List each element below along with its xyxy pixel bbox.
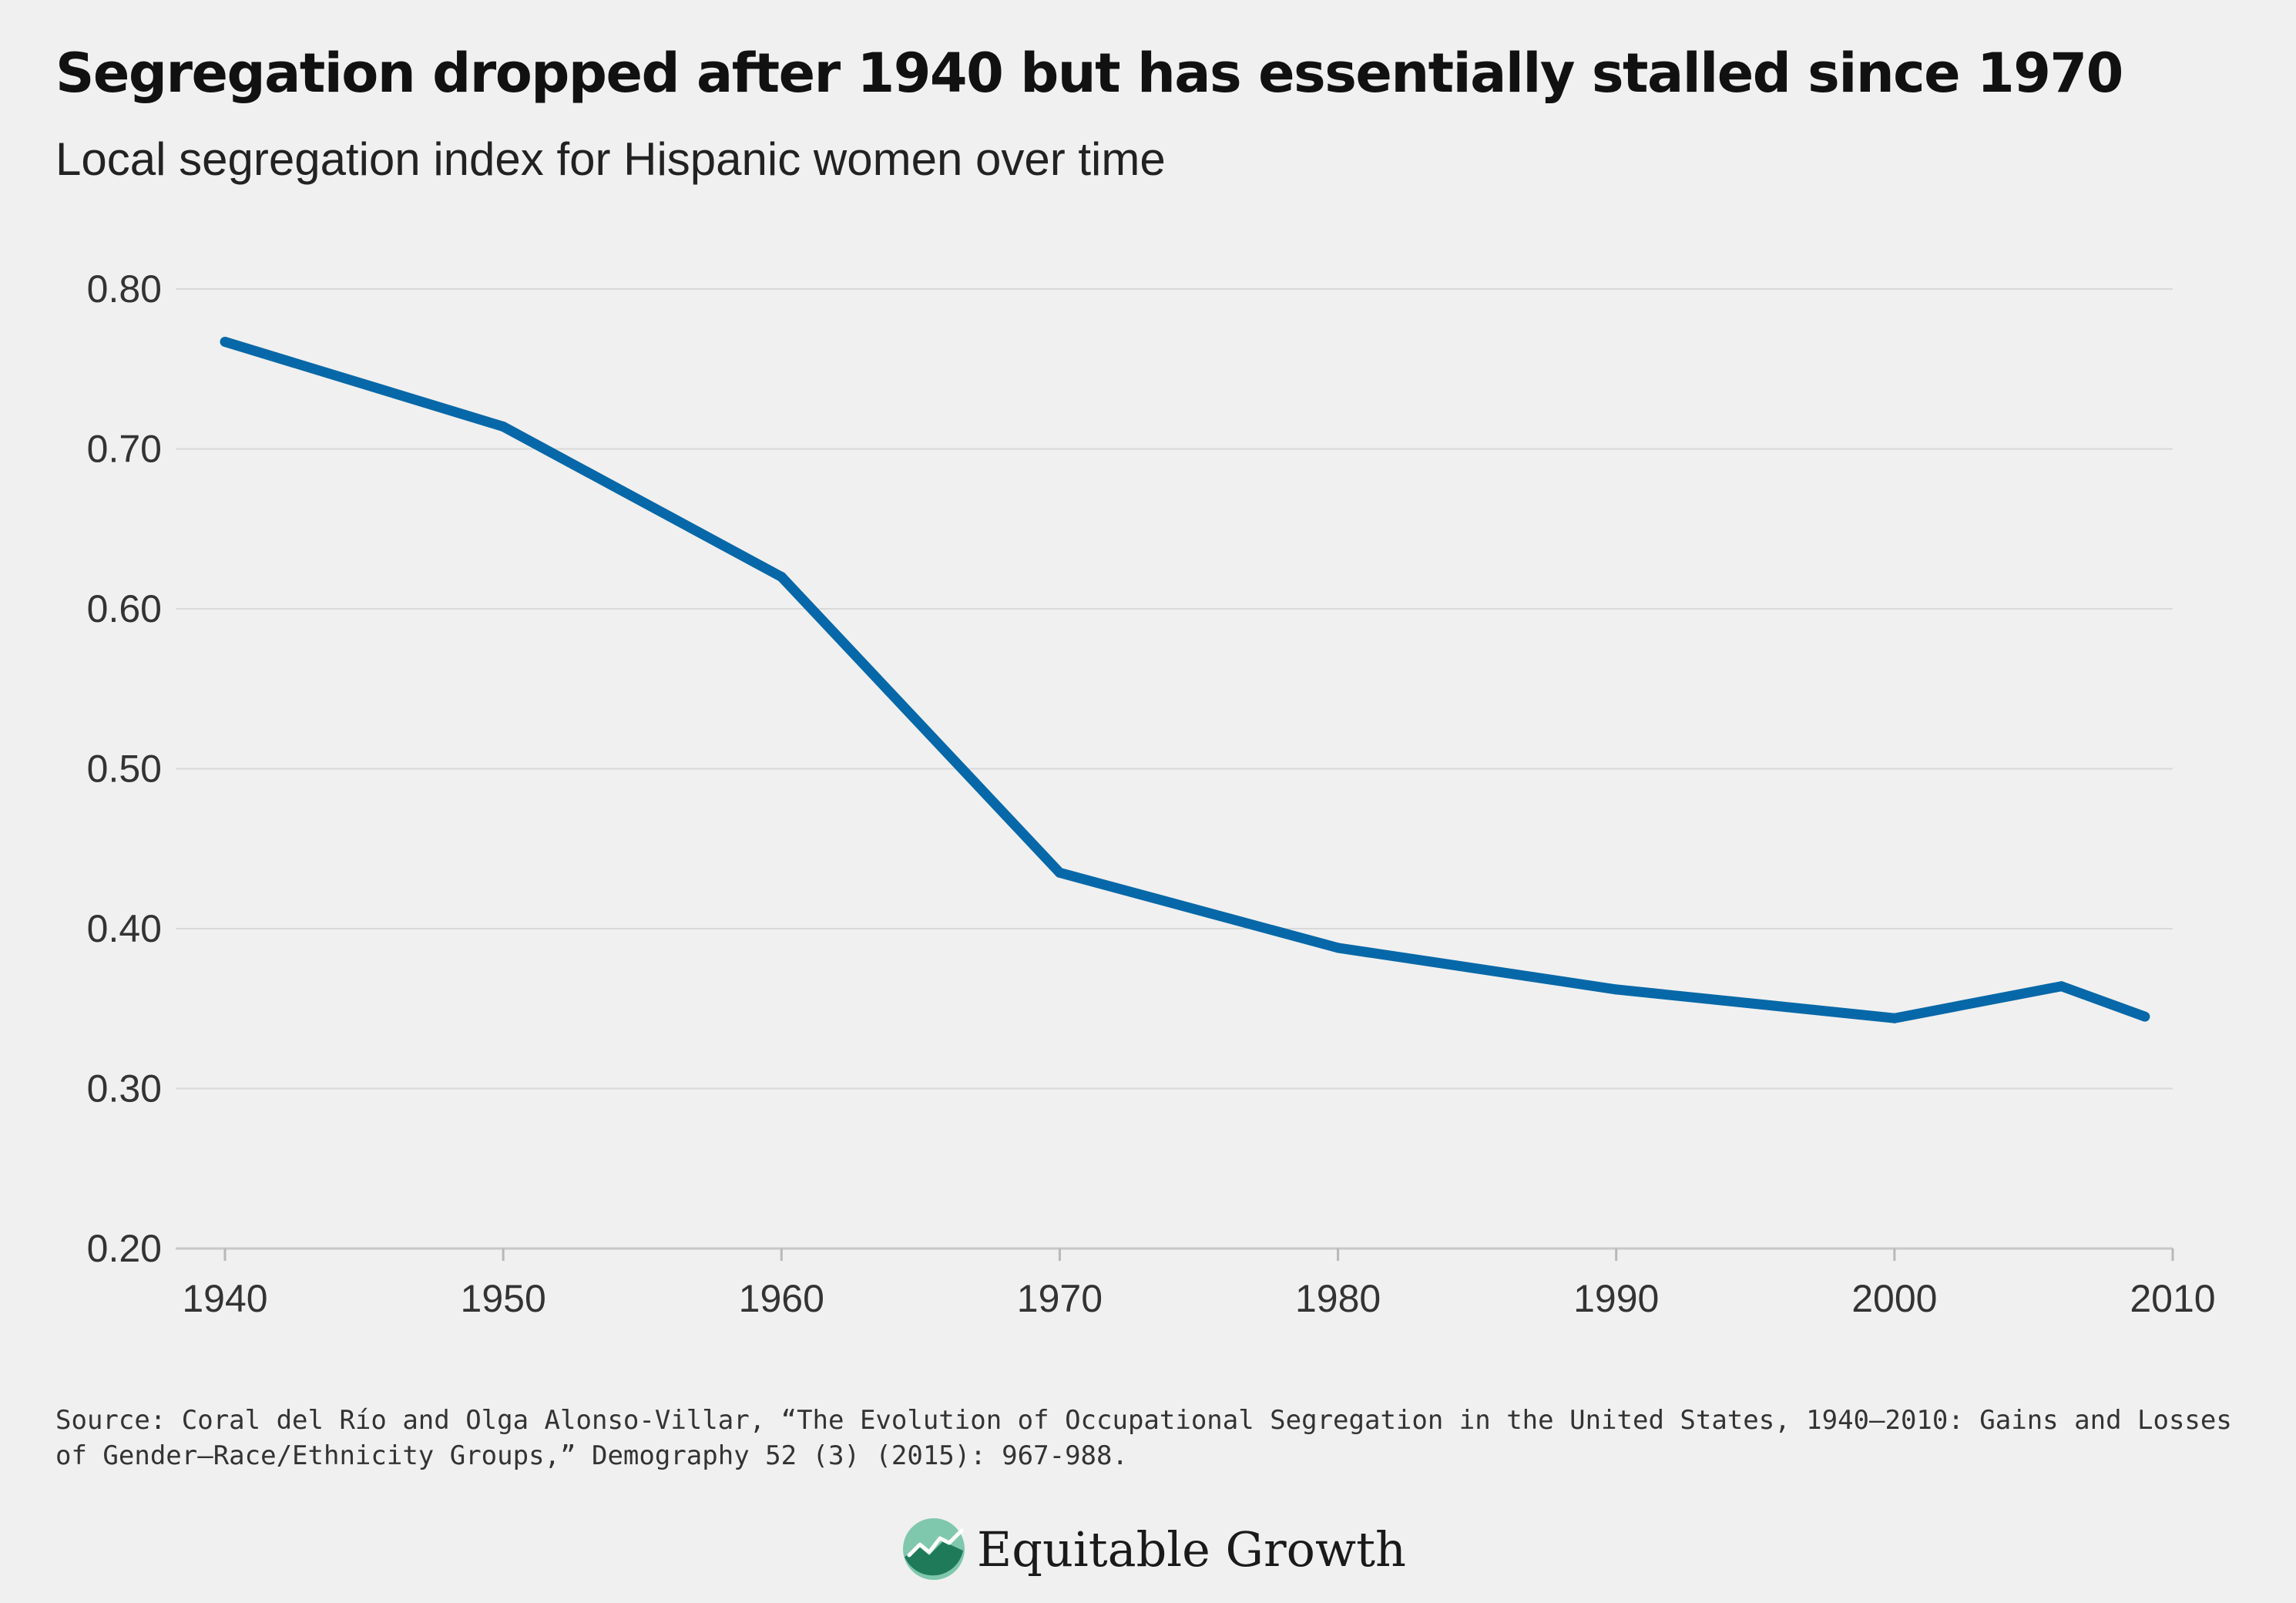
line-chart: 0.20 0.30 0.40 0.50 0.60 0.70 0.80 1940 1950 196…: [87, 267, 2216, 1320]
chart-title: Segregation dropped after 1940 but has e…: [55, 42, 2123, 105]
x-axis: [176, 1247, 2174, 1261]
y-tick-label: 0.40: [87, 907, 162, 950]
x-tick-label: 1980: [1295, 1277, 1381, 1320]
y-tick-label: 0.70: [87, 428, 162, 471]
data-point: [498, 422, 509, 432]
data-point: [2140, 1011, 2150, 1022]
brand-name: Equitable Growth: [977, 1521, 1406, 1578]
y-axis-labels: 0.20 0.30 0.40 0.50 0.60 0.70 0.80: [87, 267, 162, 1270]
data-point: [1889, 1013, 1900, 1023]
x-axis-labels: 1940 1950 1960 1970 1980 1990 2000 2010: [182, 1277, 2215, 1320]
chart-subtitle: Local segregation index for Hispanic wom…: [55, 133, 1166, 185]
x-tick-label: 2010: [2130, 1277, 2215, 1320]
x-tick-label: 1990: [1573, 1277, 1659, 1320]
x-tick-label: 1950: [461, 1277, 546, 1320]
x-tick-label: 1940: [182, 1277, 267, 1320]
data-point: [776, 572, 787, 582]
equitable-growth-logo-icon: [903, 1518, 965, 1580]
y-tick-label: 0.60: [87, 587, 162, 630]
series-layer: [220, 337, 2150, 1023]
source-note: Source: Coral del Río and Olga Alonso-Vi…: [55, 1405, 2232, 1471]
x-tick-label: 2000: [1851, 1277, 1937, 1320]
y-tick-label: 0.50: [87, 748, 162, 791]
x-tick-label: 1960: [739, 1277, 824, 1320]
data-point: [220, 337, 230, 347]
y-tick-label: 0.80: [87, 267, 162, 311]
data-point: [1333, 943, 1344, 953]
y-tick-label: 0.30: [87, 1067, 162, 1111]
x-tick-label: 1970: [1017, 1277, 1103, 1320]
data-point: [1054, 867, 1065, 878]
series-line: [223, 337, 2147, 1023]
data-point: [2056, 981, 2066, 992]
gridlines: [176, 288, 2173, 1090]
brand-footer: Equitable Growth: [901, 1512, 1406, 1586]
y-tick-label: 0.20: [87, 1227, 162, 1270]
data-point: [1611, 984, 1622, 995]
